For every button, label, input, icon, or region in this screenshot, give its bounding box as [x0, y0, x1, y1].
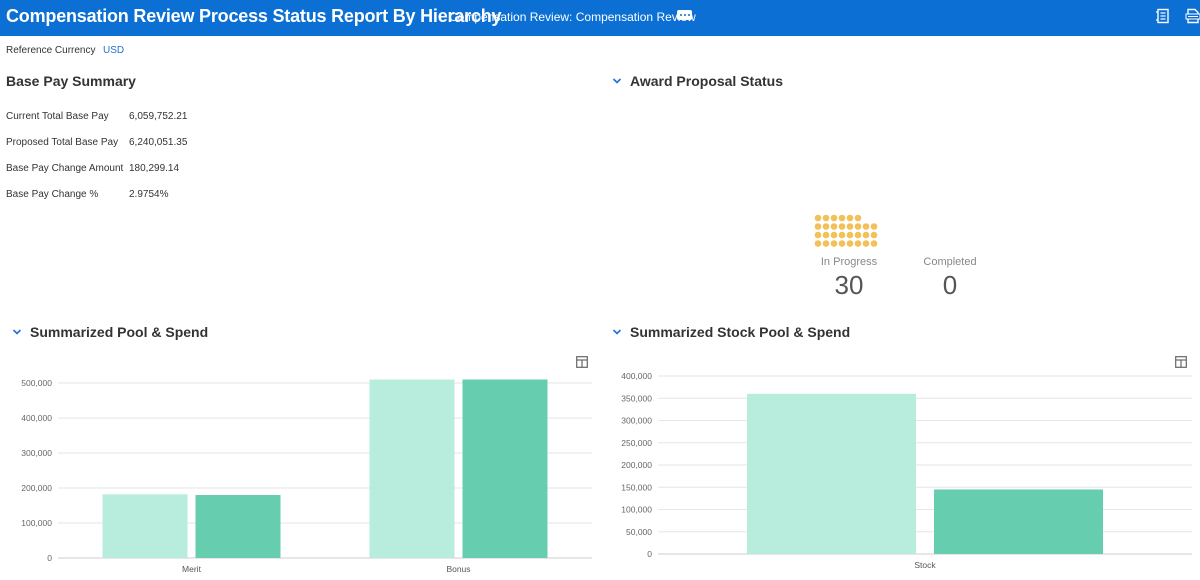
bar[interactable]	[102, 494, 188, 558]
in-progress-dot	[862, 223, 870, 230]
y-tick-label: 0	[647, 549, 652, 559]
y-tick-label: 300,000	[21, 448, 52, 458]
y-tick-label: 100,000	[21, 518, 52, 528]
kv-label: Proposed Total Base Pay	[6, 137, 119, 148]
dot-icon	[684, 14, 686, 16]
y-tick-label: 400,000	[621, 371, 652, 381]
y-tick-label: 300,000	[621, 416, 652, 426]
stock-pool-spend-chart: 0 50,000 100,000 150,000 200,000 250,000 300,0…	[621, 371, 1192, 570]
page-subtitle[interactable]: Compensation Review: Compensation Review	[449, 10, 696, 24]
x-tick-label: Bonus	[446, 564, 470, 574]
completed-label: Completed	[923, 256, 977, 268]
in-progress-dot	[838, 240, 846, 247]
kv-label: Base Pay Change Amount	[6, 163, 124, 174]
kv-label: Current Total Base Pay	[6, 111, 109, 122]
in-progress-count: 30	[834, 270, 864, 300]
in-progress-dot	[814, 223, 822, 230]
kv-value: 2.9754%	[129, 189, 169, 200]
in-progress-dot	[870, 223, 878, 230]
in-progress-dot	[854, 223, 862, 230]
in-progress-dot	[870, 240, 878, 247]
y-tick-label: 100,000	[621, 505, 652, 515]
in-progress-dot	[846, 240, 854, 247]
in-progress-dot	[870, 231, 878, 239]
bar[interactable]	[462, 379, 548, 559]
x-tick-label: Stock	[914, 560, 936, 570]
stock-pool-spend-title: Summarized Stock Pool & Spend	[630, 324, 851, 340]
reference-currency-value[interactable]: USD	[103, 45, 125, 56]
in-progress-dot	[838, 231, 846, 239]
in-progress-dot	[814, 231, 822, 239]
in-progress-dot	[854, 231, 862, 239]
in-progress-dot-grid	[814, 214, 878, 247]
page-title: Compensation Review Process Status Repor…	[6, 6, 502, 26]
in-progress-label: In Progress	[820, 256, 878, 268]
pool-spend-title: Summarized Pool & Spend	[30, 324, 209, 340]
in-progress-dot	[862, 231, 870, 239]
more-actions-button[interactable]	[677, 10, 692, 20]
in-progress-dot	[846, 223, 854, 230]
reference-currency-label: Reference Currency	[6, 45, 96, 56]
dot-icon	[688, 14, 690, 16]
bar[interactable]	[747, 393, 916, 554]
pool-spend-chart: 0 100,000 200,000 300,000 400,000 500,000 Meri…	[21, 378, 592, 574]
in-progress-dot	[846, 214, 854, 222]
bar[interactable]	[934, 489, 1103, 554]
completed-count: 0	[942, 270, 958, 300]
in-progress-dot	[838, 223, 846, 230]
in-progress-dot	[822, 231, 830, 239]
in-progress-dot	[830, 240, 838, 247]
in-progress-dot	[838, 214, 846, 222]
chevron-down-icon[interactable]	[612, 328, 622, 336]
in-progress-dot	[854, 214, 862, 222]
x-tick-label: Merit	[182, 564, 202, 574]
table-view-icon[interactable]	[576, 356, 588, 368]
bar[interactable]	[195, 495, 281, 558]
in-progress-dot	[830, 214, 838, 222]
y-tick-label: 400,000	[21, 413, 52, 423]
kv-label: Base Pay Change %	[6, 189, 99, 200]
y-tick-label: 200,000	[21, 483, 52, 493]
y-tick-label: 0	[47, 553, 52, 563]
in-progress-dot	[854, 240, 862, 247]
in-progress-dot	[814, 214, 822, 222]
base-pay-summary-title: Base Pay Summary	[6, 73, 136, 89]
in-progress-dot	[862, 240, 870, 247]
kv-value: 6,240,051.35	[129, 137, 188, 148]
kv-value: 6,059,752.21	[129, 111, 188, 122]
table-view-icon[interactable]	[1175, 356, 1187, 368]
y-tick-label: 350,000	[621, 393, 652, 403]
dot-icon	[680, 14, 682, 16]
y-tick-label: 250,000	[621, 438, 652, 448]
in-progress-dot	[814, 240, 822, 247]
in-progress-dot	[822, 214, 830, 222]
in-progress-dot	[830, 223, 838, 230]
y-tick-label: 50,000	[626, 527, 652, 537]
chevron-down-icon[interactable]	[12, 328, 22, 336]
award-proposal-status-title: Award Proposal Status	[630, 73, 784, 89]
export-icon[interactable]	[1155, 8, 1171, 24]
y-tick-label: 150,000	[621, 482, 652, 492]
page-header: Compensation Review Process Status Repor…	[0, 0, 1200, 36]
bar[interactable]	[369, 379, 455, 559]
y-tick-label: 200,000	[621, 460, 652, 470]
in-progress-dot	[822, 240, 830, 247]
chevron-down-icon[interactable]	[612, 77, 622, 85]
in-progress-dot	[830, 231, 838, 239]
in-progress-dot	[822, 223, 830, 230]
y-tick-label: 500,000	[21, 378, 52, 388]
kv-value: 180,299.14	[129, 163, 180, 174]
pdf-icon[interactable]	[1185, 8, 1200, 24]
in-progress-dot	[846, 231, 854, 239]
